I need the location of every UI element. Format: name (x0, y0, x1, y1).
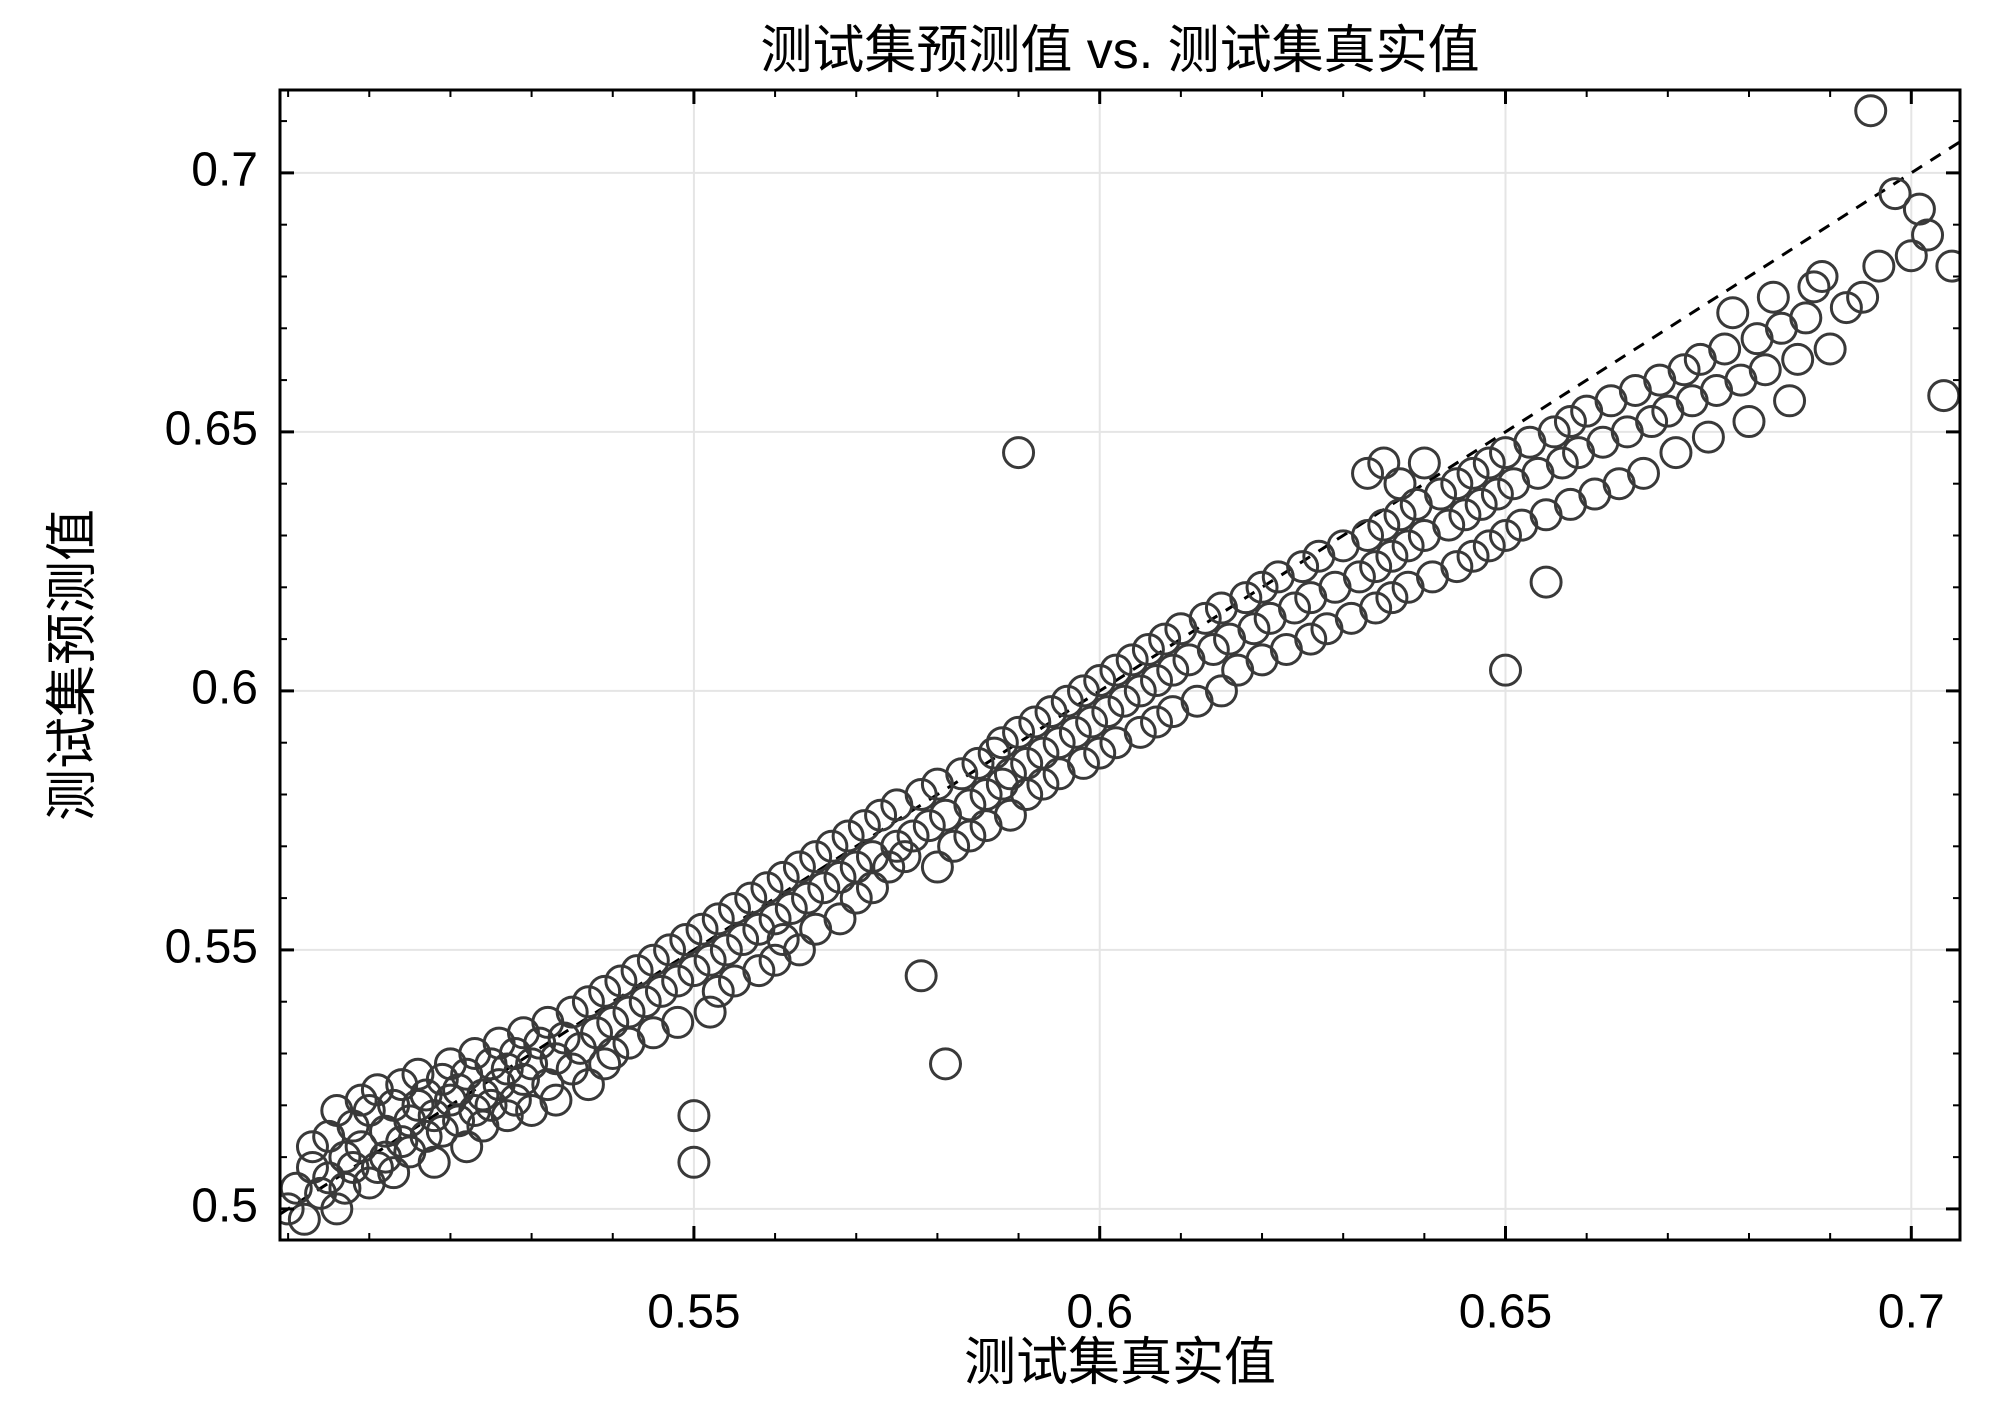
ytick-label: 0.5 (191, 1180, 258, 1233)
ytick-label: 0.65 (165, 403, 258, 456)
xtick-label: 0.7 (1878, 1286, 1945, 1339)
ytick-label: 0.55 (165, 921, 258, 974)
chart-title: 测试集预测值 vs. 测试集真实值 (760, 22, 1479, 80)
y-axis-label: 测试集预测值 (44, 509, 102, 821)
ytick-label: 0.7 (191, 144, 258, 197)
ytick-label: 0.6 (191, 662, 258, 715)
xtick-label: 0.65 (1459, 1286, 1552, 1339)
xtick-label: 0.6 (1066, 1286, 1133, 1339)
scatter-chart: 0.55 0.6 0.65 0.7 0.5 0.55 0.6 0.65 0.7 测试集预测值 vs… (0, 0, 2008, 1417)
chart-svg: 0.55 0.6 0.65 0.7 0.5 0.55 0.6 0.65 0.7 测试集预测值 vs… (0, 0, 2008, 1417)
xtick-label: 0.55 (647, 1286, 740, 1339)
x-axis-label: 测试集真实值 (964, 1334, 1276, 1392)
